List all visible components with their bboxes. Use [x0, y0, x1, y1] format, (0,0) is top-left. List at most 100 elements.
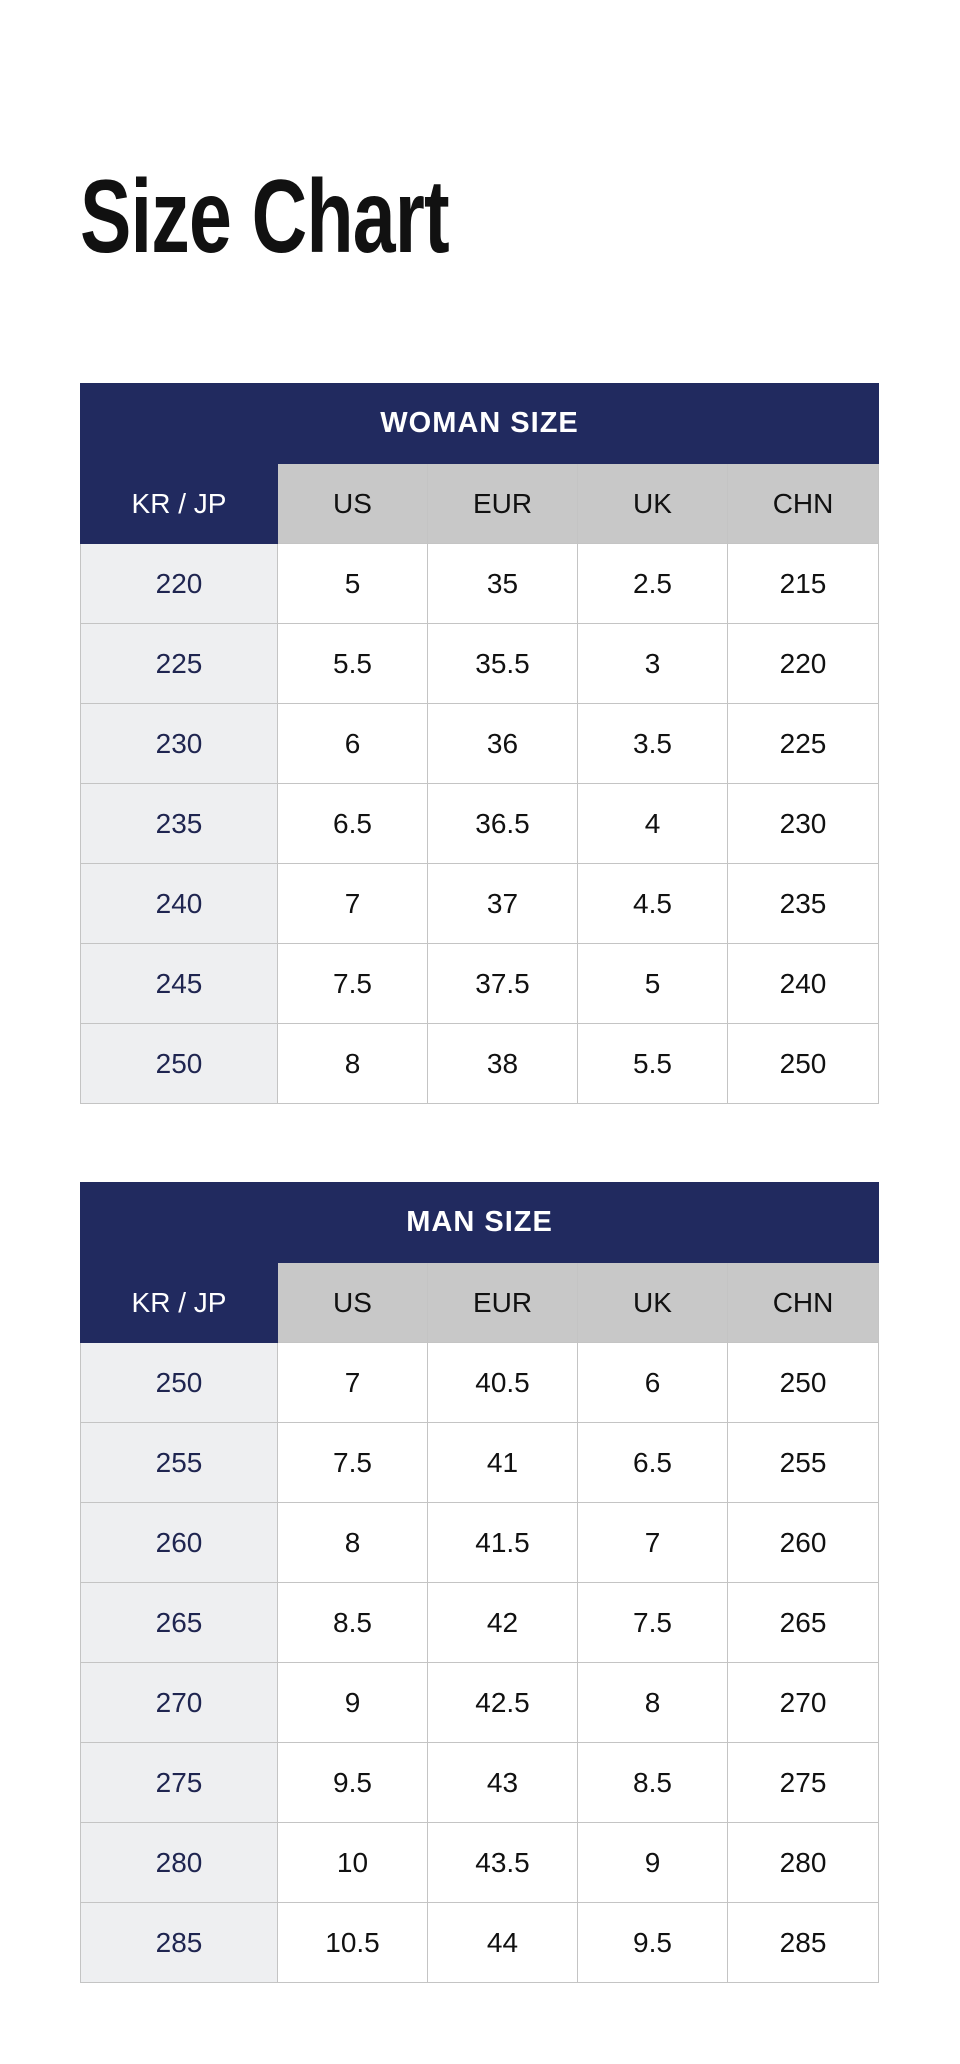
- size-cell: 8: [277, 1502, 428, 1583]
- size-key-cell: 280: [80, 1822, 278, 1903]
- table-row: 245 7.5 37.5 5 240: [80, 943, 880, 1024]
- size-cell: 9.5: [577, 1902, 728, 1983]
- table-row: 260 8 41.5 7 260: [80, 1502, 880, 1583]
- size-cell: 7: [577, 1502, 728, 1583]
- size-key-cell: 260: [80, 1502, 278, 1583]
- column-header: US: [277, 463, 428, 544]
- column-header: UK: [577, 463, 728, 544]
- size-cell: 8: [277, 1023, 428, 1104]
- size-cell: 42.5: [427, 1662, 578, 1743]
- table-row: 270 9 42.5 8 270: [80, 1662, 880, 1743]
- size-cell: 275: [726, 1742, 880, 1823]
- column-header: UK: [577, 1262, 728, 1343]
- size-cell: 230: [726, 783, 880, 864]
- size-cell: 4.5: [577, 863, 728, 944]
- table-row: 285 10.5 44 9.5 285: [80, 1902, 880, 1983]
- size-cell: 6: [277, 703, 428, 784]
- size-cell: 41: [427, 1422, 578, 1503]
- size-key-cell: 270: [80, 1662, 278, 1743]
- size-key-cell: 250: [80, 1342, 278, 1423]
- column-header: KR / JP: [80, 463, 278, 544]
- size-cell: 260: [726, 1502, 880, 1583]
- size-key-cell: 275: [80, 1742, 278, 1823]
- size-cell: 5.5: [277, 623, 428, 704]
- size-cell: 7.5: [277, 1422, 428, 1503]
- size-cell: 43.5: [427, 1822, 578, 1903]
- table-row: 220 5 35 2.5 215: [80, 543, 880, 624]
- table-caption-row: WOMAN SIZE: [79, 383, 880, 464]
- size-key-cell: 285: [80, 1902, 278, 1983]
- size-cell: 240: [726, 943, 880, 1024]
- size-cell: 8: [577, 1662, 728, 1743]
- size-cell: 235: [726, 863, 880, 944]
- size-cell: 220: [726, 623, 880, 704]
- table-row: 225 5.5 35.5 3 220: [80, 623, 880, 704]
- man-size-table: MAN SIZE KR / JP US EUR UK CHN 250 7 40.5 6 250 255…: [79, 1182, 880, 1983]
- size-key-cell: 220: [80, 543, 278, 624]
- column-header: KR / JP: [80, 1262, 278, 1343]
- size-key-cell: 225: [80, 623, 278, 704]
- column-header: CHN: [726, 463, 880, 544]
- size-cell: 280: [726, 1822, 880, 1903]
- size-cell: 250: [726, 1023, 880, 1104]
- size-cell: 5: [277, 543, 428, 624]
- table-caption-row: MAN SIZE: [79, 1182, 880, 1263]
- table-caption: WOMAN SIZE: [79, 383, 880, 464]
- size-cell: 10: [277, 1822, 428, 1903]
- page-title: Size Chart: [80, 159, 450, 275]
- size-cell: 7: [277, 1342, 428, 1423]
- size-cell: 225: [726, 703, 880, 784]
- size-cell: 44: [427, 1902, 578, 1983]
- size-key-cell: 240: [80, 863, 278, 944]
- size-cell: 8.5: [577, 1742, 728, 1823]
- size-cell: 10.5: [277, 1902, 428, 1983]
- size-cell: 7: [277, 863, 428, 944]
- size-cell: 43: [427, 1742, 578, 1823]
- size-key-cell: 235: [80, 783, 278, 864]
- size-cell: 265: [726, 1582, 880, 1663]
- size-cell: 40.5: [427, 1342, 578, 1423]
- size-cell: 270: [726, 1662, 880, 1743]
- size-cell: 7.5: [277, 943, 428, 1024]
- size-key-cell: 255: [80, 1422, 278, 1503]
- size-cell: 6.5: [577, 1422, 728, 1503]
- size-cell: 42: [427, 1582, 578, 1663]
- size-cell: 285: [726, 1902, 880, 1983]
- size-cell: 41.5: [427, 1502, 578, 1583]
- size-cell: 3.5: [577, 703, 728, 784]
- table-row: 230 6 36 3.5 225: [80, 703, 880, 784]
- size-cell: 36.5: [427, 783, 578, 864]
- size-cell: 8.5: [277, 1582, 428, 1663]
- size-cell: 9.5: [277, 1742, 428, 1823]
- size-cell: 37: [427, 863, 578, 944]
- size-cell: 37.5: [427, 943, 578, 1024]
- column-header: EUR: [427, 1262, 578, 1343]
- woman-size-table: WOMAN SIZE KR / JP US EUR UK CHN 220 5 35 2.5 215 2…: [79, 383, 880, 1104]
- size-cell: 255: [726, 1422, 880, 1503]
- size-cell: 9: [577, 1822, 728, 1903]
- column-header: EUR: [427, 463, 578, 544]
- column-header: US: [277, 1262, 428, 1343]
- size-cell: 215: [726, 543, 880, 624]
- table-header-row: KR / JP US EUR UK CHN: [80, 463, 880, 544]
- table-row: 255 7.5 41 6.5 255: [80, 1422, 880, 1503]
- size-cell: 6: [577, 1342, 728, 1423]
- table-row: 265 8.5 42 7.5 265: [80, 1582, 880, 1663]
- table-header-row: KR / JP US EUR UK CHN: [80, 1262, 880, 1343]
- size-cell: 36: [427, 703, 578, 784]
- table-row: 280 10 43.5 9 280: [80, 1822, 880, 1903]
- table-caption: MAN SIZE: [79, 1182, 880, 1263]
- size-cell: 7.5: [577, 1582, 728, 1663]
- table-row: 240 7 37 4.5 235: [80, 863, 880, 944]
- table-row: 250 8 38 5.5 250: [80, 1023, 880, 1104]
- size-cell: 35: [427, 543, 578, 624]
- size-cell: 250: [726, 1342, 880, 1423]
- size-cell: 5.5: [577, 1023, 728, 1104]
- size-key-cell: 250: [80, 1023, 278, 1104]
- table-row: 235 6.5 36.5 4 230: [80, 783, 880, 864]
- size-cell: 3: [577, 623, 728, 704]
- size-cell: 4: [577, 783, 728, 864]
- size-cell: 2.5: [577, 543, 728, 624]
- table-row: 250 7 40.5 6 250: [80, 1342, 880, 1423]
- size-key-cell: 245: [80, 943, 278, 1024]
